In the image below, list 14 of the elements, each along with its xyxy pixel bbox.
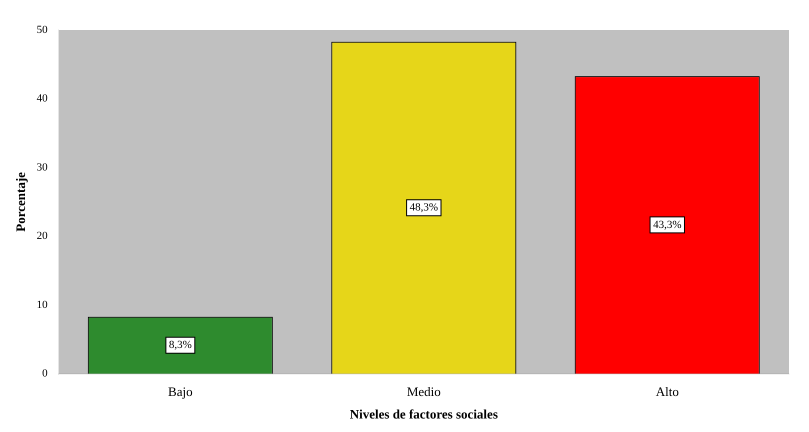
x-tick-label: Medio (406, 384, 441, 400)
y-tick-label: 0 (42, 368, 48, 380)
y-axis-title: Porcentaje (13, 172, 28, 232)
y-tick-label: 30 (36, 161, 48, 174)
y-tick-label: 40 (36, 92, 48, 105)
x-tick-label: Bajo (168, 384, 193, 400)
x-tick-label: Alto (656, 384, 679, 400)
y-tick-label: 10 (36, 298, 48, 311)
y-tick-label: 20 (36, 230, 48, 242)
y-tick-label: 50 (36, 24, 48, 36)
x-axis-title: Niveles de factores sociales (350, 406, 498, 422)
data-label: 43,3% (653, 218, 682, 231)
data-label: 48,3% (410, 202, 438, 214)
data-label: 8,3% (168, 339, 192, 352)
